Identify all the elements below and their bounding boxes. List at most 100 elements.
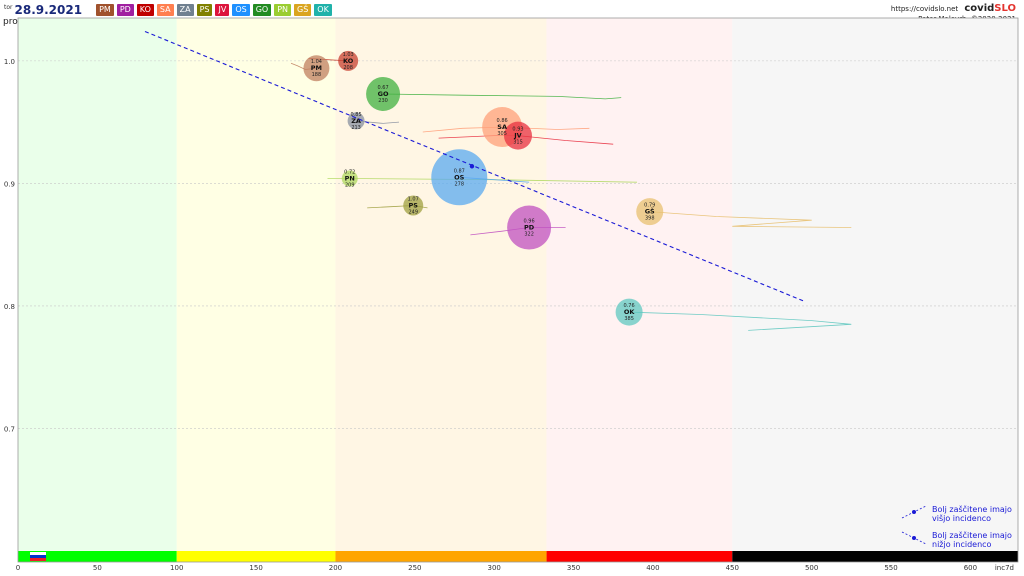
trail-pn	[327, 178, 638, 183]
bubble-za	[347, 112, 365, 130]
zone-bar-3	[546, 551, 733, 562]
bubble-inc-go: 230	[378, 98, 388, 104]
x-tick-label-7: 350	[567, 564, 580, 572]
date-prefix: tor	[4, 3, 13, 11]
note-lower-line2: nižjo incidenco	[932, 540, 992, 549]
chart-date: 28.9.2021	[14, 3, 83, 17]
bubble-code-za: ZA	[351, 117, 361, 125]
bubble-code-pm: PM	[311, 64, 322, 72]
bubble-ratio-ko: 1.03	[343, 52, 354, 58]
note-upper-line1: Bolj zaščitene imajo	[932, 505, 1012, 514]
bubble-inc-ps: 249	[408, 209, 418, 215]
legend: PM PD KO SA ZA PS JV OS GO PN GŠ OK	[96, 4, 332, 16]
brand-logo: covidSLO	[964, 3, 1016, 14]
zone-bar-1	[176, 551, 336, 562]
bubble-inc-jv: 315	[513, 140, 523, 146]
zone-bg-1	[176, 18, 336, 551]
x-tick-label-5: 250	[408, 564, 421, 572]
bubble-code-jv: JV	[513, 132, 521, 140]
flag-blue	[30, 555, 46, 558]
x-tick-label-2: 100	[170, 564, 183, 572]
x-tick-label-1: 50	[93, 564, 102, 572]
plot-frame	[17, 17, 1019, 563]
bubble-pd	[507, 205, 552, 250]
y-tick-label-1: 0.8	[4, 303, 15, 311]
chart-header: tor 28.9.2021 PM PD KO SA ZA PS JV OS GO PN GŠ OK	[4, 3, 332, 17]
bubble-ratio-pn: 0.72	[344, 170, 355, 176]
bubble-pm	[303, 55, 330, 82]
legend-item-ps: PS	[196, 4, 213, 16]
note-lower: Bolj zaščitene imajo nižjo incidenco	[932, 531, 1012, 549]
x-tick-label-9: 450	[726, 564, 739, 572]
y-tick-label-0: 0.7	[4, 425, 15, 433]
bubble-ratio-za: 0.85	[351, 112, 362, 118]
bubble-code-gš: GŠ	[645, 207, 655, 216]
bubble-ratio-pd: 0.96	[524, 219, 535, 225]
bubble-code-ok: OK	[624, 308, 636, 316]
bubble-code-pn: PN	[345, 175, 355, 183]
bubble-code-pd: PD	[524, 224, 535, 232]
bubble-jv	[504, 121, 532, 150]
legend-item-sa: SA	[156, 4, 174, 16]
x-tick-label-12: 600	[964, 564, 977, 572]
bubble-ps	[403, 195, 424, 216]
bubble-code-ps: PS	[409, 201, 419, 209]
zone-bg-3	[546, 18, 733, 551]
bubble-ko	[338, 50, 359, 71]
bubble-inc-za: 213	[351, 125, 361, 131]
source-url[interactable]: https://covidslo.net	[890, 5, 959, 13]
x-tick-label-6: 300	[488, 564, 501, 572]
legend-item-gš: GŠ	[294, 4, 312, 16]
x-tick-label-3: 150	[249, 564, 262, 572]
bubble-ratio-sa: 0.86	[497, 118, 508, 124]
bubble-inc-gš: 398	[645, 216, 655, 222]
x-tick-label-11: 550	[884, 564, 897, 572]
y-tick-label-3: 1.0	[4, 58, 15, 66]
bubble-ratio-go: 0.67	[378, 85, 389, 91]
bubble-code-os: OS	[454, 173, 465, 181]
bubble-inc-os: 278	[454, 181, 464, 187]
note-lower-icon-dot	[912, 536, 916, 540]
legend-item-jv: JV	[215, 4, 230, 16]
note-upper-icon-dot	[912, 510, 916, 514]
bubble-pn	[341, 170, 358, 187]
x-axis-label: inc7d	[995, 564, 1014, 572]
note-upper-line2: višjo incidenco	[932, 514, 992, 523]
flag-white	[30, 552, 46, 555]
y-axis-label: prot	[3, 17, 22, 27]
zone-bg-0	[18, 18, 177, 551]
bubble-ok	[615, 298, 643, 326]
bubble-inc-pd: 322	[524, 232, 534, 238]
bubble-inc-ok: 385	[624, 316, 634, 322]
bubble-ratio-pm: 1.04	[311, 59, 322, 65]
brand-main: covid	[964, 3, 995, 14]
x-tick-label-0: 0	[16, 564, 20, 572]
trail-go	[383, 93, 622, 100]
bubble-inc-sa: 305	[497, 131, 507, 137]
bubble-inc-ko: 208	[343, 65, 353, 71]
legend-item-ko: KO	[136, 4, 154, 16]
zone-bar-2	[335, 551, 547, 562]
bubble-ratio-ps: 1.07	[408, 196, 419, 202]
legend-item-pn: PN	[274, 4, 291, 16]
legend-item-go: GO	[252, 4, 272, 16]
bubble-ratio-ok: 0.76	[624, 303, 635, 309]
bubble-ratio-os: 0.87	[454, 168, 465, 174]
zone-bg-2	[335, 18, 547, 551]
legend-item-za: ZA	[176, 4, 194, 16]
bubble-code-sa: SA	[497, 123, 507, 131]
bubble-ratio-jv: 0.93	[512, 127, 523, 133]
bubble-inc-pm: 188	[312, 72, 322, 78]
x-tick-label-10: 500	[805, 564, 818, 572]
legend-item-pd: PD	[116, 4, 134, 16]
bubble-gš	[636, 198, 664, 226]
legend-item-pm: PM	[96, 4, 114, 16]
zone-bar-4	[732, 551, 1018, 562]
note-upper: Bolj zaščitene imajo višjo incidenco	[932, 505, 1012, 523]
bubble-code-ko: KO	[343, 57, 354, 65]
bubble-ratio-gš: 0.79	[644, 203, 655, 209]
x-tick-label-8: 400	[646, 564, 659, 572]
bubble-go	[366, 76, 401, 111]
trail-za	[356, 120, 400, 124]
